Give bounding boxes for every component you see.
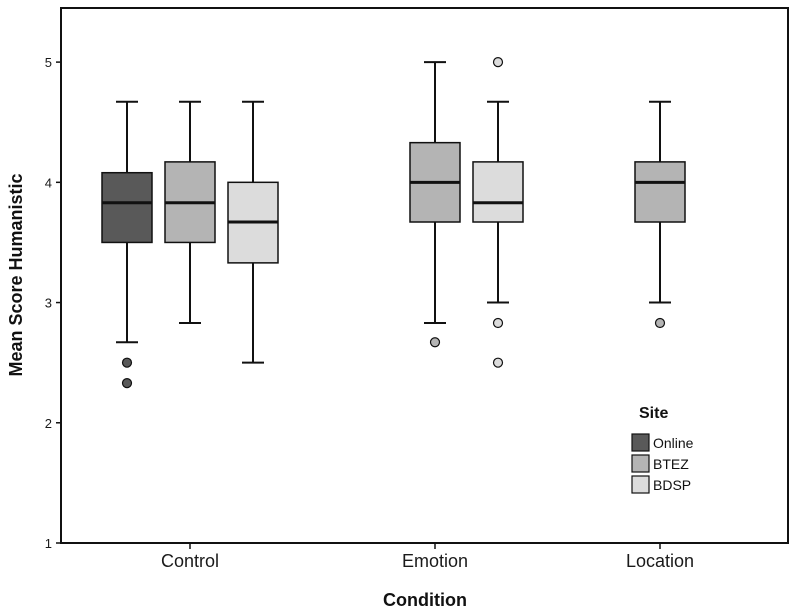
legend-swatch-btez xyxy=(631,454,650,473)
y-tick-label-0: 1 xyxy=(45,536,52,551)
outlier-point-0 xyxy=(654,317,666,329)
box-online-control xyxy=(101,100,153,389)
y-axis-ticks: 1 2 3 4 5 xyxy=(45,55,61,551)
legend: Site Online BTEZ BDSP xyxy=(631,405,694,494)
x-category-label-control: Control xyxy=(161,551,219,571)
legend-swatch-online xyxy=(631,433,650,452)
y-axis-title: Mean Score Humanistic xyxy=(6,173,26,376)
box-btez-emotion xyxy=(409,61,461,348)
plot-frame xyxy=(60,7,789,544)
box-series xyxy=(101,57,686,389)
box-iqr xyxy=(101,171,153,244)
y-tick-label-2: 3 xyxy=(45,296,52,311)
outlier-point-0 xyxy=(429,337,441,348)
box-iqr xyxy=(634,161,686,223)
y-tick-label-3: 4 xyxy=(45,175,52,190)
box-btez-location xyxy=(634,100,686,329)
box-btez-control xyxy=(164,100,216,324)
box-bdsp-control xyxy=(227,100,279,364)
x-axis-title: Condition xyxy=(383,590,467,610)
outlier-point-1 xyxy=(492,317,504,329)
x-axis-category-labels: Control Emotion Location xyxy=(161,543,694,571)
x-category-label-emotion: Emotion xyxy=(402,551,468,571)
legend-swatch-bdsp xyxy=(631,475,650,494)
legend-label-btez: BTEZ xyxy=(653,456,689,472)
legend-label-online: Online xyxy=(653,435,694,451)
y-tick-label-1: 2 xyxy=(45,416,52,431)
x-category-label-location: Location xyxy=(626,551,694,571)
legend-title: Site xyxy=(639,405,668,422)
y-tick-label-4: 5 xyxy=(45,55,52,70)
legend-label-bdsp: BDSP xyxy=(653,477,691,493)
outlier-point-1 xyxy=(121,378,133,389)
outlier-point-2 xyxy=(492,357,504,368)
box-iqr xyxy=(472,161,524,223)
outlier-point-0 xyxy=(121,357,133,368)
box-bdsp-emotion xyxy=(472,57,524,368)
outlier-point-0 xyxy=(492,57,504,68)
